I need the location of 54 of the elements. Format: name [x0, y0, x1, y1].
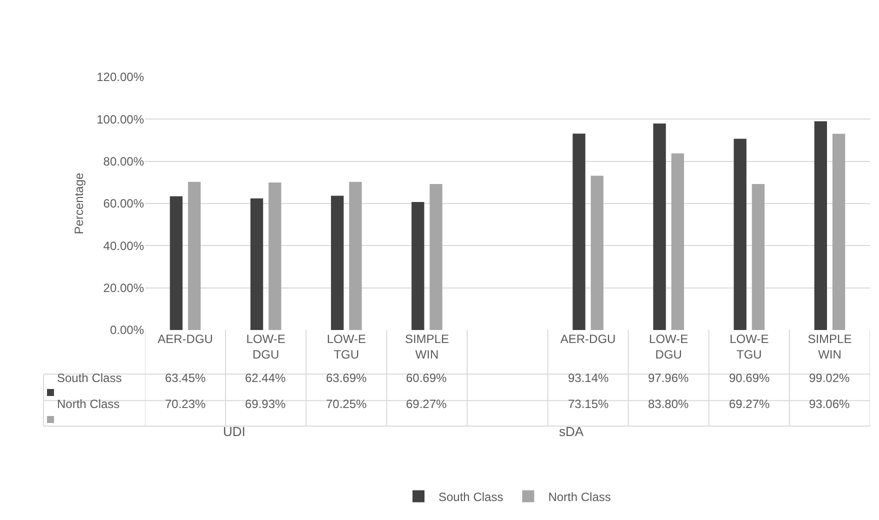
bar	[814, 121, 827, 330]
data-label: 93.06%	[809, 397, 850, 411]
bar	[250, 198, 264, 330]
text: sDA	[559, 424, 584, 439]
y-tick-label: 120.00%	[96, 70, 144, 84]
data-label: 73.15%	[568, 397, 610, 411]
y-tick-label: 40.00%	[103, 238, 144, 253]
bar	[170, 196, 183, 330]
y-tick-label: 60.00%	[103, 196, 144, 211]
x-tick-label: SIMPLE WIN	[808, 332, 852, 362]
bar	[330, 196, 344, 330]
y-tick-label: 100.00%	[96, 112, 144, 126]
data-label: 60.69%	[406, 371, 448, 385]
x-tick-label: AER-DGU	[158, 332, 213, 346]
data-label: 62.44%	[245, 371, 286, 385]
x-tick-label: SIMPLE WIN	[404, 332, 449, 362]
bar	[572, 134, 586, 330]
x-tick-label: LOW-E TGU	[730, 332, 769, 362]
y-tick-label: 80.00%	[103, 154, 144, 169]
bar	[832, 134, 846, 330]
x-tick-label: AER-DGU	[560, 332, 616, 346]
data-label: 93.14%	[568, 371, 610, 385]
bar	[653, 123, 666, 330]
data-label: 99.02%	[809, 371, 850, 385]
data-label: 69.27%	[729, 397, 770, 411]
x-tick-label: LOW-E DGU	[246, 332, 286, 362]
bar	[671, 153, 684, 330]
legend-label: South Class	[438, 490, 504, 504]
x-tick-label: LOW-E TGU	[326, 332, 366, 362]
y-tick-label: 20.00%	[103, 281, 144, 296]
data-label: 69.27%	[406, 397, 448, 411]
x-tick-label: LOW-E DGU	[649, 332, 688, 362]
legend-label: North Class	[548, 490, 611, 504]
text: South Class	[57, 371, 122, 385]
y-axis-title: Percentage	[72, 172, 86, 234]
text: UDI	[223, 424, 246, 439]
data-label: 97.96%	[648, 371, 690, 385]
data-label: 69.93%	[245, 397, 286, 411]
bar	[430, 184, 442, 330]
bar	[188, 182, 201, 330]
data-label: 63.45%	[165, 371, 206, 385]
bar	[590, 176, 604, 330]
bar	[412, 202, 424, 330]
bar	[268, 182, 282, 330]
bar	[349, 182, 362, 330]
bar	[734, 138, 746, 330]
text: North Class	[57, 397, 120, 411]
data-label: 83.80%	[648, 397, 690, 411]
data-label: 70.25%	[326, 397, 368, 411]
y-tick-label: 0.00%	[110, 323, 144, 338]
data-label: 63.69%	[326, 371, 368, 385]
data-label: 90.69%	[729, 371, 770, 385]
bar	[752, 184, 765, 330]
data-label: 70.23%	[165, 397, 206, 411]
